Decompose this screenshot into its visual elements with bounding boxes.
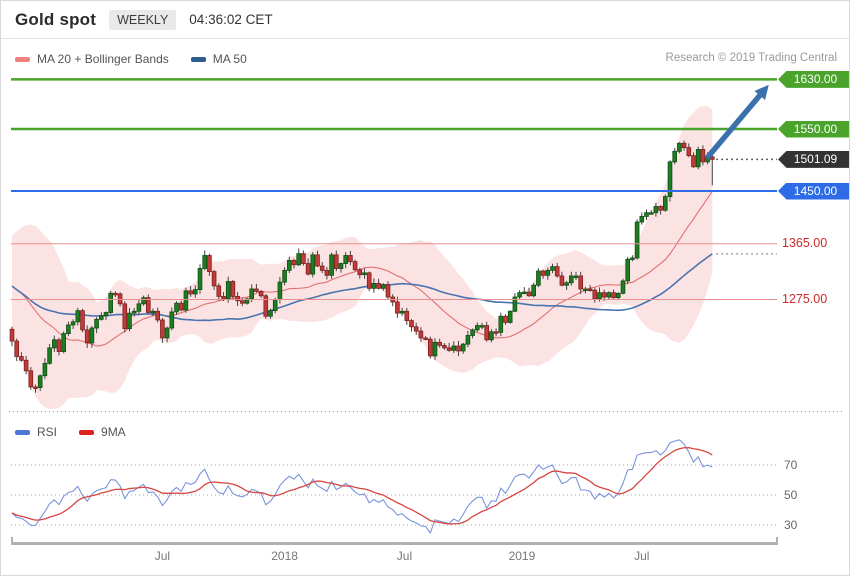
bollinger-swatch-icon — [15, 56, 30, 62]
rsi-legend: RSI 9MA — [15, 425, 140, 439]
legend-item-ma50: MA 50 — [190, 52, 247, 66]
legend-label-bollinger: MA 20 + Bollinger Bands — [37, 52, 169, 66]
legend-item-rsi: RSI — [15, 425, 57, 439]
ma50-swatch-icon — [190, 56, 206, 62]
timeframe-badge[interactable]: WEEKLY — [109, 9, 177, 30]
legend-label-ma50: MA 50 — [212, 52, 247, 66]
rsi-swatch-icon — [15, 429, 30, 435]
research-credit: Research © 2019 Trading Central — [665, 52, 837, 64]
instrument-title: Gold spot — [15, 9, 97, 29]
legend-label-rsi: RSI — [37, 425, 58, 439]
legend-label-9ma: 9MA — [101, 425, 126, 439]
legend-item-9ma: 9MA — [79, 425, 126, 439]
legend-item-bollinger: MA 20 + Bollinger Bands — [15, 52, 169, 66]
time-label: 04:36:02 CET — [189, 12, 273, 27]
main-chart-legend: MA 20 + Bollinger Bands MA 50 — [15, 52, 261, 66]
nine-ma-swatch-icon — [79, 429, 95, 435]
chart-header: Gold spot WEEKLY 04:36:02 CET — [1, 1, 849, 39]
